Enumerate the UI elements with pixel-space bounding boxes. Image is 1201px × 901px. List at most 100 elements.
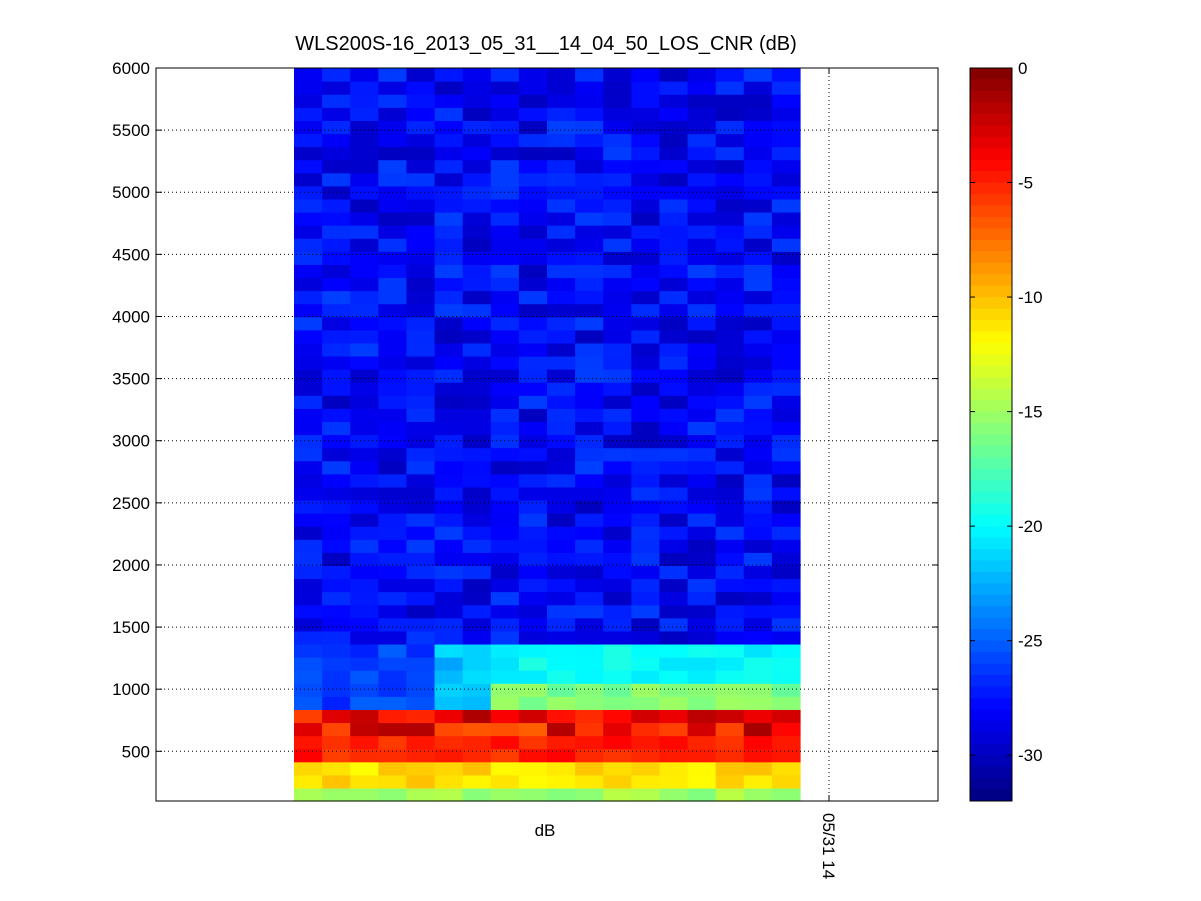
heatmap-cell xyxy=(575,460,604,475)
heatmap-cell xyxy=(743,578,773,593)
heatmap-cell xyxy=(322,81,351,95)
heatmap-cell xyxy=(771,68,801,82)
colorbar-swatch xyxy=(970,251,1012,264)
heatmap-cell xyxy=(631,578,661,593)
heatmap-cell xyxy=(378,787,408,802)
heatmap-cell xyxy=(771,225,801,239)
heatmap-cell xyxy=(575,172,604,187)
heatmap-cell xyxy=(350,198,379,213)
heatmap-cell xyxy=(518,395,548,409)
heatmap-cell xyxy=(490,447,520,462)
colorbar-tick-label: -15 xyxy=(1018,403,1043,422)
colorbar-swatch xyxy=(970,709,1012,722)
heatmap-cell xyxy=(631,526,661,540)
heatmap-cell xyxy=(294,316,323,331)
heatmap-cell xyxy=(575,185,604,200)
heatmap-cell xyxy=(490,107,520,121)
heatmap-cell xyxy=(322,565,351,580)
heatmap-cell xyxy=(518,473,548,488)
heatmap-cell xyxy=(350,683,379,697)
heatmap-cell xyxy=(687,316,717,331)
heatmap-cell xyxy=(687,290,717,305)
heatmap-cell xyxy=(434,486,464,501)
heatmap-cell xyxy=(659,225,689,239)
heatmap-cell xyxy=(462,460,492,475)
heatmap-cell xyxy=(631,787,661,802)
heatmap-cell xyxy=(743,683,773,697)
heatmap-cell xyxy=(434,211,464,226)
heatmap-cell xyxy=(603,251,632,265)
colorbar-swatch xyxy=(970,79,1012,92)
heatmap-cell xyxy=(518,68,548,82)
heatmap-cell xyxy=(743,355,773,370)
heatmap-cell xyxy=(743,434,773,449)
colorbar-swatch xyxy=(970,503,1012,516)
heatmap-cell xyxy=(631,355,661,370)
heatmap-cell xyxy=(378,486,408,501)
colorbar-swatch xyxy=(970,400,1012,413)
heatmap-cell xyxy=(687,565,717,580)
heatmap-cell xyxy=(462,198,492,213)
heatmap-cell xyxy=(743,146,773,161)
heatmap-cell xyxy=(294,159,323,174)
heatmap-cell xyxy=(294,198,323,213)
heatmap-cell xyxy=(715,303,745,318)
heatmap-cell xyxy=(434,408,464,423)
colorbar-swatch xyxy=(970,445,1012,458)
heatmap-cell xyxy=(518,277,548,292)
heatmap-cell xyxy=(687,94,717,108)
heatmap-cell xyxy=(462,251,492,265)
heatmap-cell xyxy=(631,604,661,619)
heatmap-cell xyxy=(434,513,464,527)
heatmap-cell xyxy=(434,421,464,436)
heatmap-cell xyxy=(603,460,632,475)
heatmap-cell xyxy=(406,513,436,527)
heatmap-cell xyxy=(378,722,408,737)
heatmap-cell xyxy=(490,486,520,501)
heatmap-cell xyxy=(322,107,351,121)
heatmap-cell xyxy=(322,264,351,279)
heatmap-cell xyxy=(518,670,548,684)
heatmap-cell xyxy=(659,670,689,684)
heatmap-cell xyxy=(350,722,379,737)
heatmap-cell xyxy=(631,657,661,671)
heatmap-cell xyxy=(659,591,689,606)
heatmap-cell xyxy=(659,657,689,671)
heatmap-cell xyxy=(771,735,801,750)
heatmap-cell xyxy=(575,552,604,566)
heatmap-cell xyxy=(350,696,379,710)
heatmap-cell xyxy=(631,735,661,750)
heatmap-cell xyxy=(294,434,323,449)
heatmap-cell xyxy=(687,329,717,344)
heatmap-cell xyxy=(322,460,351,475)
heatmap-cell xyxy=(547,748,576,763)
heatmap-cell xyxy=(771,290,801,305)
heatmap-cell xyxy=(743,643,773,658)
heatmap-cell xyxy=(378,565,408,580)
heatmap-cell xyxy=(350,434,379,449)
heatmap-cell xyxy=(350,107,379,121)
heatmap-cell xyxy=(603,591,632,606)
heatmap-cell xyxy=(490,94,520,108)
heatmap-cell xyxy=(687,460,717,475)
heatmap-cell xyxy=(350,146,379,161)
heatmap-cell xyxy=(406,382,436,396)
heatmap-cell xyxy=(659,395,689,409)
heatmap-cell xyxy=(547,342,576,357)
heatmap-cell xyxy=(490,617,520,632)
colorbar-tick-label: 0 xyxy=(1018,59,1027,78)
heatmap-cell xyxy=(547,94,576,108)
heatmap-cell xyxy=(687,303,717,318)
colorbar-swatch xyxy=(970,652,1012,665)
heatmap-cell xyxy=(771,434,801,449)
heatmap-cell xyxy=(322,277,351,292)
colorbar-swatch xyxy=(970,205,1012,218)
heatmap-cell xyxy=(518,81,548,95)
heatmap-cell xyxy=(547,290,576,305)
heatmap-cell xyxy=(294,460,323,475)
heatmap-cell xyxy=(547,761,576,776)
heatmap-cell xyxy=(659,447,689,462)
heatmap-cell xyxy=(771,329,801,344)
heatmap-cell xyxy=(378,447,408,462)
x-tick-label: 05/31 14 xyxy=(819,813,838,879)
